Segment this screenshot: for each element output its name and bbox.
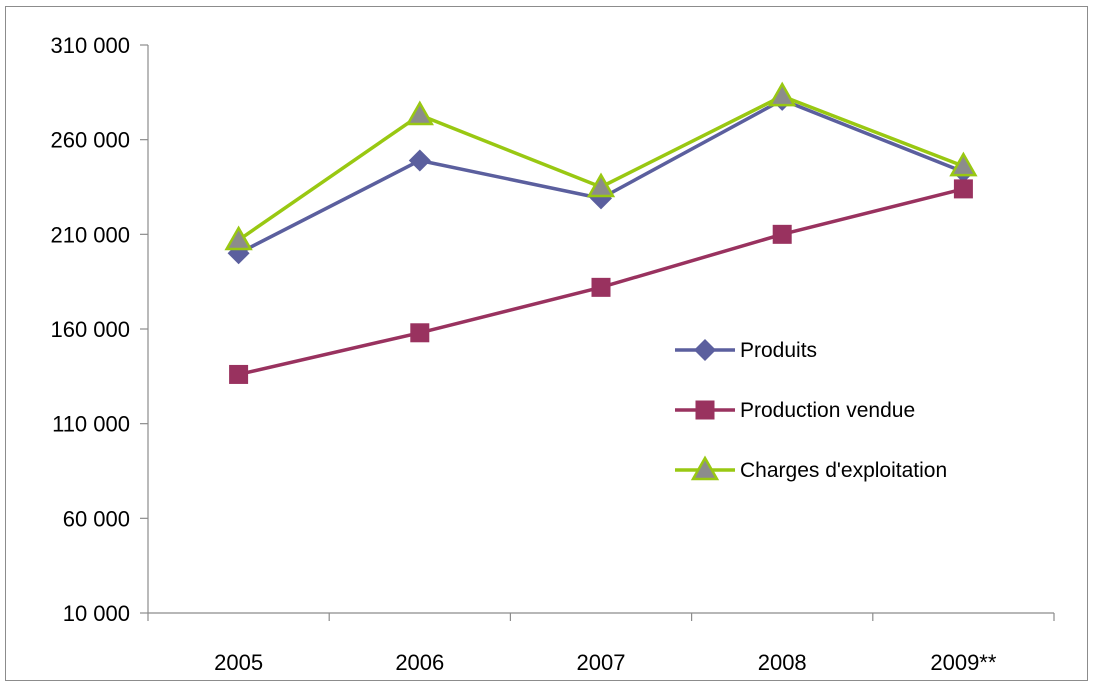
x-tick-label: 2008: [758, 650, 807, 675]
data-point-marker: [405, 100, 434, 126]
legend-item: Produits: [675, 339, 817, 362]
data-point-marker: [408, 149, 431, 172]
data-point-marker: [949, 151, 978, 177]
data-point-marker: [953, 179, 973, 199]
y-tick-label: 210 000: [50, 222, 130, 247]
series-layer: [224, 81, 978, 384]
x-tick-label: 2006: [395, 650, 444, 675]
data-point-marker: [229, 364, 249, 384]
legend-item: Charges d'exploitation: [675, 455, 947, 482]
y-tick-label: 60 000: [63, 506, 130, 531]
legend-item: Production vendue: [675, 399, 915, 422]
axes: 10 000 60 000 110 000 160 000 210 000 260 000…: [50, 33, 1055, 675]
legend: Produits Production vendue Charges d'explo…: [675, 339, 947, 482]
legend-label: Charges d'exploitation: [740, 459, 947, 482]
series-line: [237, 94, 965, 242]
x-tick-label: 2009**: [930, 650, 997, 675]
data-point-marker: [410, 323, 430, 343]
legend-label: Produits: [740, 339, 817, 362]
legend-marker: [694, 339, 716, 361]
x-tick-label: 2005: [214, 650, 263, 675]
legend-marker: [690, 455, 720, 481]
data-point-marker: [224, 225, 253, 251]
series-1: [229, 179, 973, 384]
legend-marker: [695, 400, 715, 420]
x-tick-label: 2007: [577, 650, 626, 675]
data-point-marker: [772, 224, 792, 244]
data-point-marker: [591, 277, 611, 297]
legend-label: Production vendue: [740, 399, 915, 422]
chart-frame: [5, 6, 1088, 681]
data-point-marker: [768, 81, 797, 107]
y-tick-label: 160 000: [50, 317, 130, 342]
y-tick-label: 260 000: [50, 128, 130, 153]
y-tick-label: 110 000: [52, 412, 130, 437]
data-point-marker: [586, 172, 616, 198]
series-2: [224, 81, 978, 251]
y-tick-label: 310 000: [50, 33, 130, 58]
y-tick-label: 10 000: [63, 601, 130, 626]
